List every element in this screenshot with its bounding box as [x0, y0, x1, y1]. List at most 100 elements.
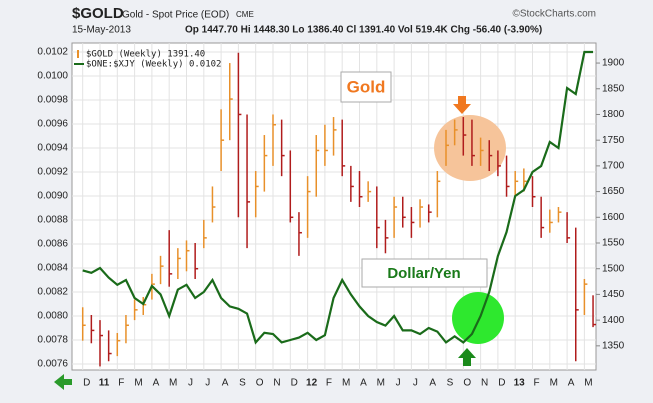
- price-bar: [220, 109, 225, 172]
- legend-label: $ONE:$XJY (Weekly) 0.0102: [86, 60, 221, 70]
- x-tick-label: M: [550, 378, 558, 389]
- date: 15-May-2013: [72, 25, 131, 36]
- x-tick-label: 11: [99, 378, 110, 389]
- price-bar: [237, 52, 242, 218]
- price-bar: [393, 196, 398, 238]
- x-tick-label: 12: [306, 378, 318, 389]
- price-bar: [246, 114, 251, 249]
- price-bar: [462, 117, 467, 156]
- y2-tick-label: 1650: [602, 186, 625, 197]
- price-bar: [514, 171, 519, 197]
- price-bar: [324, 124, 328, 166]
- price-bar: [350, 165, 354, 202]
- legend-label: $GOLD (Weekly) 1391.40: [86, 50, 205, 60]
- price-bar: [90, 314, 95, 344]
- source: ©StockCharts.com: [512, 9, 596, 20]
- price-bar: [168, 230, 173, 287]
- price-bar: [99, 320, 103, 367]
- price-bar: [488, 140, 493, 172]
- highlight-circle: [434, 115, 506, 181]
- x-tick-label: J: [413, 378, 418, 389]
- y-tick-label: 0.0096: [37, 119, 68, 130]
- x-tick-label: D: [83, 378, 90, 389]
- x-tick-label: A: [153, 378, 160, 389]
- y2-tick-label: 1600: [602, 212, 625, 223]
- price-bar: [549, 209, 553, 233]
- price-bar: [592, 295, 597, 328]
- annotation: Gold: [347, 77, 386, 96]
- y-tick-label: 0.0090: [37, 191, 68, 202]
- price-bar: [358, 171, 363, 208]
- x-tick-label: D: [291, 378, 298, 389]
- price-bar: [436, 171, 441, 218]
- price-bar: [583, 278, 588, 315]
- y-tick-label: 0.0076: [37, 359, 68, 370]
- price-bar: [376, 186, 380, 249]
- x-tick-label: F: [326, 378, 332, 389]
- x-tick-label: M: [134, 378, 142, 389]
- price-bar: [306, 176, 311, 238]
- y2-tick-label: 1750: [602, 135, 625, 146]
- arrow: [453, 96, 471, 114]
- price-bar: [211, 186, 216, 223]
- x-tick-label: O: [256, 378, 264, 389]
- price-bar: [402, 196, 406, 228]
- annotation-box: [361, 258, 488, 288]
- price-bar: [203, 219, 207, 249]
- scroll-arrow[interactable]: [54, 374, 72, 390]
- y2-tick-label: 1450: [602, 289, 625, 300]
- x-tick-label: S: [239, 378, 246, 389]
- line-series: [82, 50, 594, 345]
- price-bar: [159, 255, 164, 285]
- y2-tick-label: 1400: [602, 315, 625, 326]
- price-bar: [332, 117, 337, 156]
- y-tick-label: 0.0086: [37, 239, 68, 250]
- exchange: CME: [236, 10, 254, 19]
- price-bar: [367, 181, 372, 202]
- price-bar: [194, 243, 199, 279]
- y2-tick-label: 1550: [602, 238, 625, 249]
- price-bar: [125, 314, 129, 344]
- price-bar: [445, 129, 449, 166]
- y2-tick-label: 1500: [602, 263, 625, 274]
- x-tick-label: A: [429, 378, 436, 389]
- price-bar: [341, 119, 346, 177]
- price-bar: [575, 227, 579, 362]
- x-tick-label: F: [118, 378, 124, 389]
- x-tick-label: M: [377, 378, 385, 389]
- price-bar: [479, 137, 484, 166]
- x-tick-label: J: [205, 378, 210, 389]
- x-tick-label: M: [584, 378, 592, 389]
- price-bar: [254, 171, 259, 218]
- x-tick-label: F: [533, 378, 539, 389]
- price-bar: [566, 212, 571, 244]
- price-bar: [540, 196, 545, 238]
- price-bar: [280, 119, 285, 177]
- arrow: [458, 348, 476, 366]
- x-tick-label: D: [498, 378, 505, 389]
- y-tick-label: 0.0094: [37, 143, 68, 154]
- quote: Op 1447.70 Hi 1448.30 Lo 1386.40 Cl 1391…: [185, 25, 542, 36]
- annotation: Dollar/Yen: [387, 265, 460, 282]
- highlight-circle: [452, 292, 504, 344]
- price-bar: [427, 204, 432, 223]
- y-tick-label: 0.0082: [37, 287, 68, 298]
- price-bar: [107, 330, 112, 362]
- price-bar: [185, 240, 190, 272]
- price-bar: [315, 135, 320, 197]
- price-bar: [384, 219, 389, 254]
- y-tick-label: 0.0102: [37, 47, 68, 58]
- y-tick-label: 0.0080: [37, 311, 68, 322]
- x-tick-label: J: [396, 378, 401, 389]
- x-tick-label: S: [447, 378, 454, 389]
- x-tick-label: N: [273, 378, 280, 389]
- price-bar: [419, 199, 424, 228]
- price-bar: [531, 176, 536, 208]
- price-bar: [410, 207, 415, 238]
- price-bar: [116, 332, 121, 357]
- symbol: $GOLD: [72, 5, 124, 22]
- annotation-box: [340, 71, 392, 103]
- y2-tick-label: 1900: [602, 58, 625, 69]
- price-bar: [81, 307, 86, 341]
- price-bar: [272, 114, 276, 166]
